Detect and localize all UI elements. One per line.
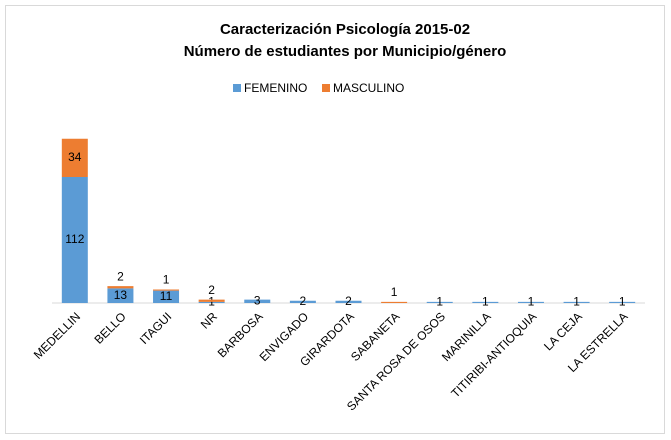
bar-segment bbox=[244, 299, 271, 303]
value-label: 1 bbox=[436, 295, 443, 309]
legend-swatch bbox=[322, 84, 330, 92]
chart-border bbox=[5, 5, 665, 434]
value-label: 2 bbox=[117, 269, 124, 283]
value-label: 2 bbox=[208, 283, 215, 297]
bar-segment bbox=[107, 286, 134, 289]
value-label: 1 bbox=[573, 295, 580, 309]
value-label: 112 bbox=[65, 232, 84, 246]
legend-label: MASCULINO bbox=[333, 81, 404, 95]
value-label: 13 bbox=[114, 288, 128, 302]
bar-segment bbox=[426, 301, 453, 303]
bar-segment bbox=[107, 288, 134, 303]
bar-segment bbox=[289, 300, 316, 303]
bar-segment bbox=[153, 289, 180, 291]
value-label: 1 bbox=[391, 285, 398, 299]
value-label: 1 bbox=[482, 295, 489, 309]
value-label: 1 bbox=[619, 295, 626, 309]
bar-segment bbox=[472, 301, 499, 303]
value-label: 2 bbox=[345, 294, 352, 308]
value-label: 1 bbox=[163, 273, 170, 287]
bar-segment bbox=[153, 290, 180, 303]
value-label: 34 bbox=[68, 150, 82, 164]
bar-segment bbox=[517, 301, 544, 303]
bar-segment bbox=[381, 301, 408, 303]
chart-title: Caracterización Psicología 2015-02 bbox=[220, 21, 470, 38]
value-label: 11 bbox=[160, 289, 173, 303]
value-label: 3 bbox=[254, 293, 261, 307]
bar-segment bbox=[198, 301, 225, 303]
value-label: 2 bbox=[300, 294, 307, 308]
bar-segment bbox=[609, 301, 636, 303]
legend-label: FEMENINO bbox=[244, 81, 307, 95]
bar-segment bbox=[335, 300, 362, 303]
value-label: 1 bbox=[528, 295, 535, 309]
bar-segment bbox=[61, 138, 88, 177]
bar-segment bbox=[61, 177, 88, 303]
chart-subtitle: Número de estudiantes por Municipio/géne… bbox=[184, 43, 507, 60]
bar-segment bbox=[198, 299, 225, 302]
legend-swatch bbox=[233, 84, 241, 92]
bar-segment bbox=[563, 301, 590, 303]
